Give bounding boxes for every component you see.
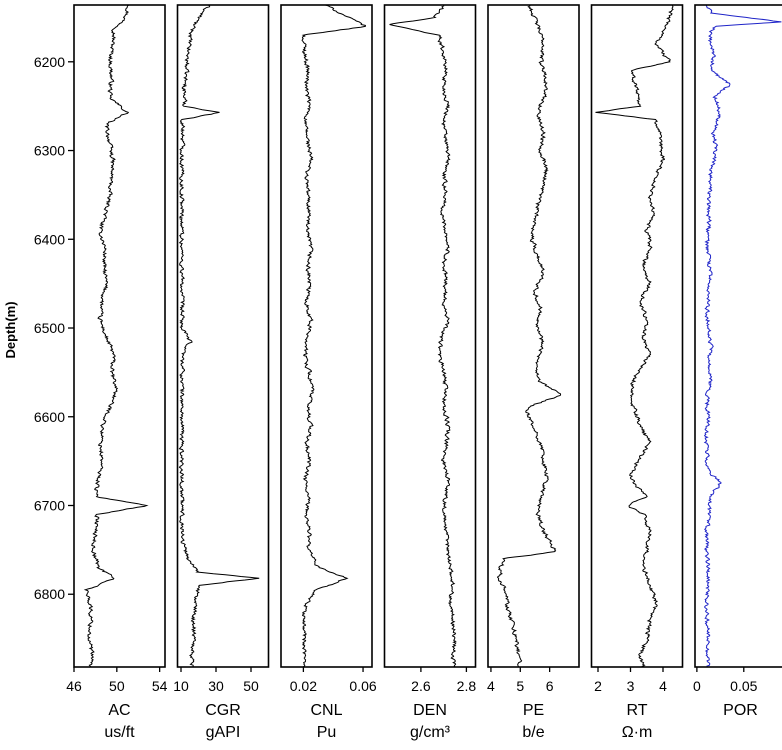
x-tick-label: 50 bbox=[243, 678, 259, 694]
track-frame bbox=[590, 4, 684, 668]
depth-axis-label: Depth(m) bbox=[3, 301, 18, 358]
track-cnl: 0.02 0.06 CNL Pu bbox=[280, 4, 377, 741]
depth-axis: 6200 6300 6400 6500 6600 6700 6800 bbox=[34, 54, 74, 602]
track-frame bbox=[176, 4, 270, 668]
track-frame bbox=[280, 4, 373, 668]
depth-tick-label: 6200 bbox=[34, 54, 65, 70]
depth-tick-label: 6300 bbox=[34, 143, 65, 159]
x-tick-label: 2.6 bbox=[411, 678, 431, 694]
track-unit: g/cm³ bbox=[410, 724, 451, 741]
track-frame bbox=[383, 4, 477, 668]
track-name: POR bbox=[723, 702, 758, 719]
depth-tick-label: 6800 bbox=[34, 586, 65, 602]
x-tick-label: 6 bbox=[546, 678, 554, 694]
x-tick-label: 5 bbox=[516, 678, 524, 694]
log-curve-por bbox=[703, 5, 782, 667]
x-tick-label: 0 bbox=[693, 678, 701, 694]
x-tick-label: 54 bbox=[152, 678, 168, 694]
x-tick-label: 3 bbox=[627, 678, 635, 694]
log-curve-cnl bbox=[301, 5, 366, 667]
track-pe: 4 5 6PE b/e bbox=[487, 4, 580, 741]
track-por: 0 0.05 POR bbox=[693, 4, 782, 719]
x-tick-label: 4 bbox=[487, 678, 495, 694]
track-name: PE bbox=[523, 702, 544, 719]
x-tick-label: 4 bbox=[659, 678, 667, 694]
track-name: CNL bbox=[310, 702, 342, 719]
x-tick-label: 30 bbox=[208, 678, 224, 694]
log-curve-ac bbox=[83, 5, 149, 667]
track-name: CGR bbox=[205, 702, 241, 719]
depth-tick-label: 6500 bbox=[34, 320, 65, 336]
track-name: DEN bbox=[413, 702, 447, 719]
x-tick-label: 2.8 bbox=[457, 678, 477, 694]
x-tick-label: 0.02 bbox=[290, 678, 317, 694]
x-tick-label: 2 bbox=[594, 678, 602, 694]
track-unit: Pu bbox=[317, 724, 337, 741]
log-curve-den bbox=[389, 5, 457, 667]
x-tick-label: 10 bbox=[173, 678, 189, 694]
x-tick-label: 0.06 bbox=[349, 678, 376, 694]
track-rt: 2 3 4 RT Ω·m bbox=[590, 4, 684, 741]
track-ac: 46 50 54 AC us/ft bbox=[66, 4, 168, 741]
track-unit: Ω·m bbox=[622, 724, 653, 741]
track-den: 2.6 2.8 DEN g/cm³ bbox=[383, 4, 477, 741]
track-unit: gAPI bbox=[206, 724, 241, 741]
log-curve-cgr bbox=[178, 5, 260, 667]
x-tick-label: 0.05 bbox=[730, 678, 757, 694]
track-unit: b/e bbox=[522, 724, 544, 741]
depth-tick-label: 6400 bbox=[34, 231, 65, 247]
depth-tick-label: 6600 bbox=[34, 409, 65, 425]
log-curve-rt bbox=[595, 5, 674, 667]
track-frame bbox=[487, 4, 580, 668]
track-name: RT bbox=[626, 702, 647, 719]
track-frame bbox=[694, 4, 782, 668]
track-name: AC bbox=[108, 702, 130, 719]
x-tick-label: 50 bbox=[109, 678, 125, 694]
track-unit: us/ft bbox=[104, 724, 135, 741]
track-frame bbox=[73, 4, 166, 668]
log-curve-pe bbox=[496, 5, 562, 667]
depth-tick-label: 6700 bbox=[34, 497, 65, 513]
x-tick-label: 46 bbox=[66, 678, 82, 694]
